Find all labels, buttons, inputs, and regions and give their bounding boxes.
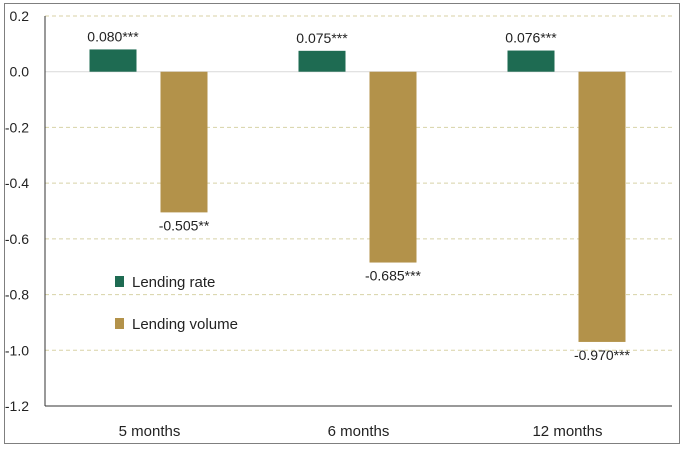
legend-label: Lending rate: [132, 274, 215, 291]
data-label: 0.075***: [296, 30, 348, 46]
y-tick-label: -1.0: [5, 342, 29, 358]
legend: Lending rate Lending volume: [115, 274, 238, 333]
legend-swatch: [115, 276, 124, 287]
data-label: 0.080***: [87, 28, 139, 44]
y-tick-label: -0.8: [5, 287, 29, 303]
y-tick-label: -0.2: [5, 119, 29, 135]
y-tick-label: 0.2: [10, 8, 30, 24]
bar-lending-volume: [160, 71, 208, 213]
data-label: -0.970***: [574, 347, 631, 363]
x-tick-label: 12 months: [532, 423, 602, 440]
y-tick-label: -1.2: [5, 398, 29, 414]
data-labels: 0.080*** -0.505** 0.075*** -0.685*** 0.076**…: [87, 28, 631, 363]
gridlines: [45, 15, 672, 351]
bars: [89, 49, 626, 342]
y-tick-label: -0.4: [5, 175, 29, 191]
data-label: -0.505**: [159, 217, 210, 233]
axes: 0.2 0.0 -0.2 -0.4 -0.6 -0.8 -1.0 -1.2 5 months 6 …: [5, 8, 672, 440]
y-tick-label: 0.0: [10, 64, 30, 80]
bar-lending-volume: [369, 71, 417, 263]
x-tick-label: 6 months: [328, 423, 390, 440]
x-tick-label: 5 months: [119, 423, 181, 440]
bar-lending-rate: [298, 50, 346, 72]
data-label: -0.685***: [365, 268, 422, 284]
data-label: 0.076***: [505, 30, 557, 46]
legend-label: Lending volume: [132, 316, 238, 333]
bar-lending-rate: [507, 50, 555, 72]
chart-frame: [4, 3, 680, 444]
y-tick-label: -0.6: [5, 231, 29, 247]
legend-swatch: [115, 318, 124, 329]
bar-lending-rate: [89, 49, 137, 72]
bar-lending-volume: [578, 71, 626, 342]
